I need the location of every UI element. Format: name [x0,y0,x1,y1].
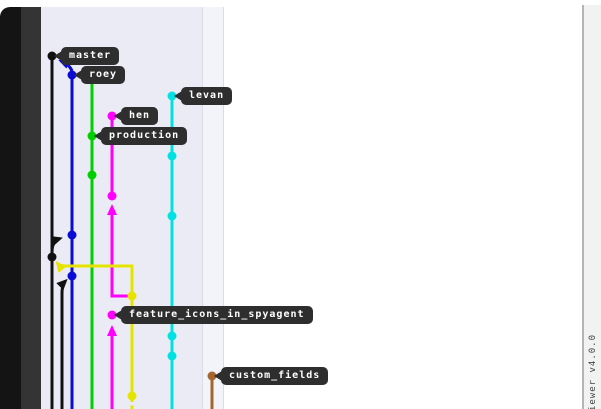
commit-dot-cyan[interactable] [167,151,177,161]
branch-label-levan[interactable]: levan [173,87,233,105]
commit-dot-green[interactable] [87,170,97,180]
branch-line-yellow [55,261,134,409]
commit-dot-cyan[interactable] [167,351,177,361]
branch-line-master [50,56,68,409]
commit-dot-yellow[interactable] [127,391,137,401]
commit-dot-blue[interactable] [67,271,77,281]
branch-label-roey[interactable]: roey [73,66,126,84]
branch-label-production[interactable]: production [93,127,188,145]
commit-dot-yellow[interactable] [127,291,137,301]
branch-line-production [80,72,94,409]
branch-label-feature-icons-in-spyagent[interactable]: feature_icons_in_spyagent [114,306,313,324]
right-edge-strip: iewer v4.0.0 [582,5,601,409]
branch-label-master[interactable]: master [53,47,120,65]
branch-line-hen-feature [107,116,131,409]
commit-dot-blue[interactable] [67,230,77,240]
left-gray-panel [21,7,41,409]
left-dark-panel [0,7,21,409]
branch-label-custom-fields[interactable]: custom_fields [213,367,329,385]
commit-dot-cyan[interactable] [167,211,177,221]
commit-dot-magenta[interactable] [107,191,117,201]
commit-dot-cyan[interactable] [167,331,177,341]
commit-dot-black[interactable] [47,252,57,262]
branch-label-hen[interactable]: hen [113,107,159,125]
